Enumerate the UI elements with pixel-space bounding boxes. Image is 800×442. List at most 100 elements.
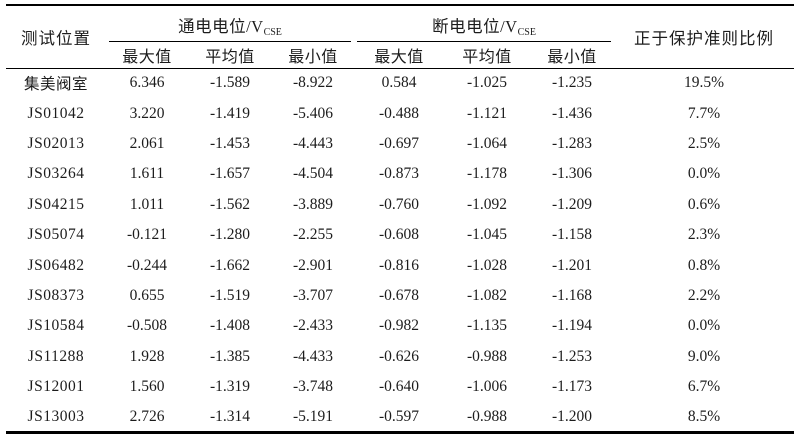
value-cell-on_avg: -1.385: [209, 347, 251, 365]
value-cell-on_avg: -1.280: [209, 226, 251, 244]
value-cell-on_avg: -1.589: [209, 74, 251, 92]
header-off-potential-group: 断电电位/VCSE: [354, 5, 614, 42]
header-group-row: 测试位置 通电电位/VCSE 断电电位/VCSE 正于保护准则比例: [6, 5, 795, 69]
value-cell-off_min: -1.194: [552, 317, 593, 335]
header-positive-criterion-ratio: 正于保护准则比例: [614, 5, 795, 69]
header-sub-row: 最大值 平均值 最小值 最大值 平均值 最小值: [6, 42, 794, 69]
value-cell-on_avg: -1.519: [209, 286, 251, 304]
value-cell-off_min: -1.168: [552, 286, 593, 304]
value-cell-off_max: -0.640: [378, 378, 420, 396]
table-row: JS11288 1.928 -1.385 -4.433 -0.626 -0.988 -1.2…: [6, 342, 794, 372]
value-cell-on_min: -2.433: [292, 317, 334, 335]
value-cell-on_max: -0.244: [126, 256, 168, 274]
value-cell-on_max: -0.508: [126, 317, 168, 335]
value-cell-off_min: -1.200: [552, 407, 593, 425]
value-cell-pct: 19.5%: [684, 74, 725, 92]
table-body: 集美阀室 6.346 -1.589 -8.922 0.584 -1.025 -1.235 19…: [6, 68, 794, 433]
row-location: JS04215: [27, 195, 85, 213]
value-cell-off_avg: -1.121: [466, 104, 508, 122]
value-cell-pct: 7.7%: [687, 104, 721, 122]
table-row: JS05074 -0.121 -1.280 -2.255 -0.608 -1.045 -1.…: [6, 220, 794, 250]
row-location: JS02013: [27, 134, 85, 152]
value-cell-on_max: 1.560: [129, 378, 165, 396]
table-row: JS06482 -0.244 -1.662 -2.901 -0.816 -1.028 -1.…: [6, 250, 794, 280]
header-test-location: 测试位置: [6, 5, 106, 69]
table-row: JS08373 0.655 -1.519 -3.707 -0.678 -1.082 -1.1…: [6, 281, 794, 311]
table-row: JS13003 2.726 -1.314 -5.191 -0.597 -0.988 -1.2…: [6, 402, 794, 432]
header-on-min: 最小值: [272, 42, 355, 69]
value-cell-on_max: 1.011: [129, 195, 165, 213]
value-cell-on_avg: -1.657: [209, 165, 251, 183]
value-cell-on_max: 0.655: [129, 286, 165, 304]
value-cell-on_avg: -1.314: [209, 407, 251, 425]
value-cell-on_avg: -1.319: [209, 378, 251, 396]
on-potential-label-wrap: 通电电位/VCSE: [109, 13, 352, 42]
value-cell-on_max: 2.726: [129, 407, 165, 425]
value-cell-on_min: -5.406: [292, 104, 334, 122]
row-location: JS11288: [27, 347, 85, 365]
value-cell-pct: 6.7%: [687, 378, 721, 396]
value-cell-pct: 0.6%: [687, 195, 721, 213]
value-cell-on_avg: -1.419: [209, 104, 251, 122]
value-cell-off_min: -1.253: [552, 347, 593, 365]
value-cell-on_max: 3.220: [129, 104, 165, 122]
header-off-avg: 平均值: [444, 42, 531, 69]
value-cell-on_min: -4.504: [292, 165, 334, 183]
row-location: JS01042: [27, 104, 85, 122]
off-potential-subscript: CSE: [517, 27, 536, 38]
value-cell-off_min: -1.201: [552, 256, 593, 274]
header-on-max: 最大值: [106, 42, 188, 69]
value-cell-on_min: -5.191: [292, 407, 334, 425]
value-cell-pct: 9.0%: [687, 347, 721, 365]
table-row: JS04215 1.011 -1.562 -3.889 -0.760 -1.092 -1.2…: [6, 190, 794, 220]
value-cell-on_min: -2.901: [292, 256, 334, 274]
value-cell-pct: 2.2%: [687, 286, 721, 304]
value-cell-off_max: -0.678: [378, 286, 420, 304]
value-cell-off_avg: -1.178: [466, 165, 508, 183]
value-cell-off_avg: -0.988: [466, 407, 508, 425]
value-cell-off_min: -1.436: [552, 104, 593, 122]
value-cell-off_min: -1.283: [552, 134, 593, 152]
value-cell-off_avg: -1.082: [466, 286, 508, 304]
on-potential-subscript: CSE: [263, 27, 282, 38]
cathodic-potential-table: 测试位置 通电电位/VCSE 断电电位/VCSE 正于保护准则比例 最大值 平均…: [6, 4, 795, 435]
value-cell-on_min: -4.443: [292, 134, 334, 152]
value-cell-on_min: -3.748: [292, 378, 334, 396]
value-cell-on_max: -0.121: [126, 226, 168, 244]
value-cell-off_max: -0.608: [378, 226, 420, 244]
value-cell-pct: 0.0%: [687, 165, 721, 183]
table-row: JS02013 2.061 -1.453 -4.443 -0.697 -1.064 -1.2…: [6, 129, 794, 159]
value-cell-off_max: -0.626: [378, 347, 420, 365]
table-row: JS01042 3.220 -1.419 -5.406 -0.488 -1.121 -1.4…: [6, 98, 794, 128]
off-potential-label: 断电电位/V: [432, 17, 518, 36]
value-cell-off_max: -0.982: [378, 317, 420, 335]
value-cell-off_avg: -1.135: [466, 317, 508, 335]
value-cell-off_max: -0.760: [378, 195, 420, 213]
value-cell-off_avg: -1.064: [466, 134, 508, 152]
value-cell-off_max: -0.488: [378, 104, 420, 122]
value-cell-on_min: -3.889: [292, 195, 334, 213]
value-cell-off_avg: -1.092: [466, 195, 508, 213]
on-potential-label: 通电电位/V: [178, 17, 264, 36]
value-cell-on_avg: -1.562: [209, 195, 251, 213]
value-cell-on_min: -3.707: [292, 286, 334, 304]
table-row: JS03264 1.611 -1.657 -4.504 -0.873 -1.178 -1.3…: [6, 159, 794, 189]
value-cell-off_avg: -1.025: [466, 74, 508, 92]
value-cell-pct: 0.8%: [687, 256, 721, 274]
row-location: JS10584: [27, 317, 85, 335]
value-cell-off_max: -0.816: [378, 256, 420, 274]
value-cell-on_min: -2.255: [292, 226, 334, 244]
row-location: JS12001: [27, 378, 85, 396]
row-location: JS06482: [27, 256, 85, 274]
value-cell-pct: 8.5%: [687, 407, 721, 425]
value-cell-on_avg: -1.662: [209, 256, 251, 274]
row-location: JS13003: [27, 407, 85, 425]
value-cell-pct: 2.5%: [687, 134, 721, 152]
value-cell-off_avg: -1.028: [466, 256, 508, 274]
value-cell-off_max: -0.597: [378, 407, 420, 425]
row-location: 集美阀室: [23, 76, 88, 94]
value-cell-on_min: -8.922: [292, 74, 334, 92]
header-off-min: 最小值: [530, 42, 615, 69]
value-cell-off_min: -1.173: [552, 378, 593, 396]
